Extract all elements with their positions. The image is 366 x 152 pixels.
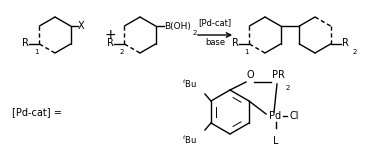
Text: R: R bbox=[107, 38, 113, 48]
Text: 1: 1 bbox=[34, 49, 39, 55]
Text: O: O bbox=[246, 70, 254, 80]
Text: Pd: Pd bbox=[269, 111, 281, 121]
Text: B(OH): B(OH) bbox=[165, 21, 191, 31]
Text: Cl: Cl bbox=[289, 111, 299, 121]
Text: [Pd-cat] =: [Pd-cat] = bbox=[12, 107, 62, 117]
Text: X: X bbox=[78, 21, 84, 31]
Text: 2: 2 bbox=[352, 49, 357, 55]
Text: $^t$Bu: $^t$Bu bbox=[182, 134, 197, 146]
Text: 2: 2 bbox=[193, 30, 197, 36]
Text: L: L bbox=[273, 136, 279, 146]
Text: 2: 2 bbox=[119, 49, 124, 55]
Text: base: base bbox=[205, 38, 225, 47]
Text: +: + bbox=[104, 28, 116, 42]
Text: R: R bbox=[341, 38, 348, 48]
Text: R: R bbox=[232, 38, 238, 48]
Text: 1: 1 bbox=[244, 49, 249, 55]
Text: $^t$Bu: $^t$Bu bbox=[182, 78, 197, 90]
Text: 2: 2 bbox=[286, 85, 290, 91]
Text: [Pd-cat]: [Pd-cat] bbox=[198, 18, 232, 27]
Text: R: R bbox=[22, 38, 29, 48]
Text: PR: PR bbox=[272, 70, 285, 80]
